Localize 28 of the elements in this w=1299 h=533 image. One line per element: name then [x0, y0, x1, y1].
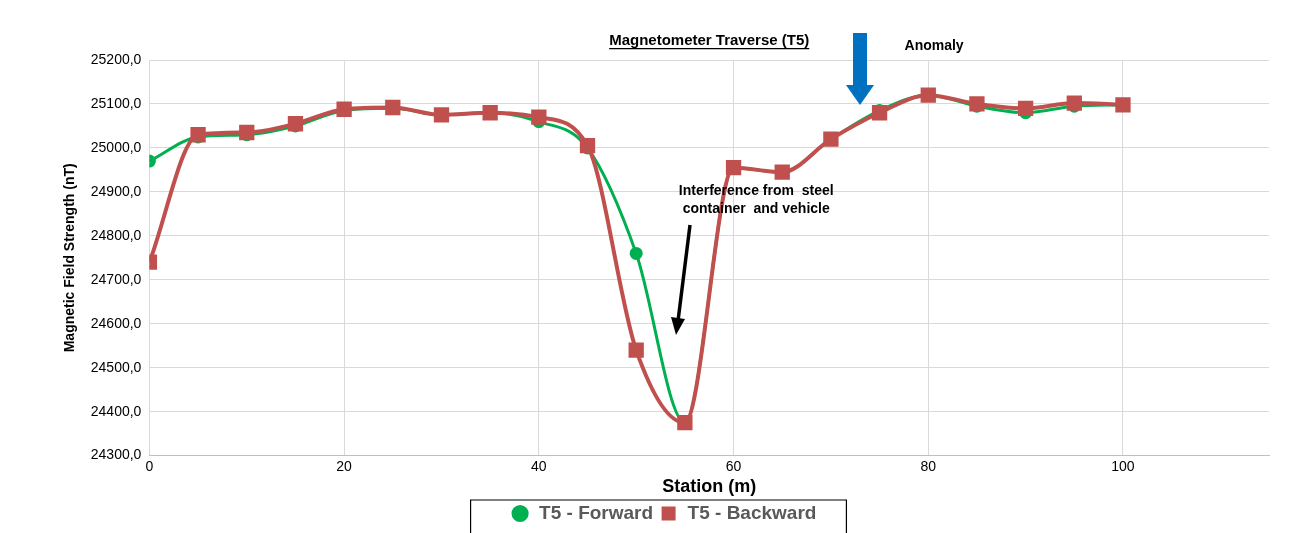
- text: Anomaly: [904, 36, 964, 55]
- y-tick-label: 24900,0: [90, 182, 142, 199]
- point: [1066, 95, 1082, 111]
- y-tick-label: 25000,0: [90, 138, 142, 155]
- x-tick-label: 40: [531, 457, 547, 474]
- y-tick-label: 24300,0: [90, 446, 142, 463]
- x-tick-label: 0: [145, 457, 154, 474]
- chart-title: Magnetometer Traverse (T5): [609, 31, 810, 48]
- point: [629, 246, 643, 260]
- point: [239, 124, 255, 141]
- x-tick-label: 100: [1111, 457, 1135, 474]
- point: [628, 342, 644, 358]
- y-tick-label: 24800,0: [90, 226, 142, 243]
- y-tick-label: 24700,0: [90, 270, 142, 287]
- x-tick-label: 20: [336, 457, 353, 474]
- x-tick-label: 80: [920, 457, 937, 474]
- y-tick-label: 24500,0: [90, 358, 142, 375]
- x-axis-title: Station (m): [662, 476, 757, 497]
- legend-label: T5 - Backward: [687, 501, 817, 523]
- legend-label: T5 - Forward: [539, 501, 654, 523]
- y-tick-label: 25100,0: [90, 94, 142, 111]
- y-tick-label: 24600,0: [90, 314, 142, 331]
- y-tick-label: 24400,0: [90, 402, 142, 419]
- y-axis-title: Magnetic Field Strength (nT): [61, 163, 78, 353]
- y-tick-label: 25200,0: [90, 50, 142, 67]
- x-tick-label: 60: [725, 457, 742, 474]
- point: [1017, 100, 1034, 117]
- point: [531, 109, 547, 125]
